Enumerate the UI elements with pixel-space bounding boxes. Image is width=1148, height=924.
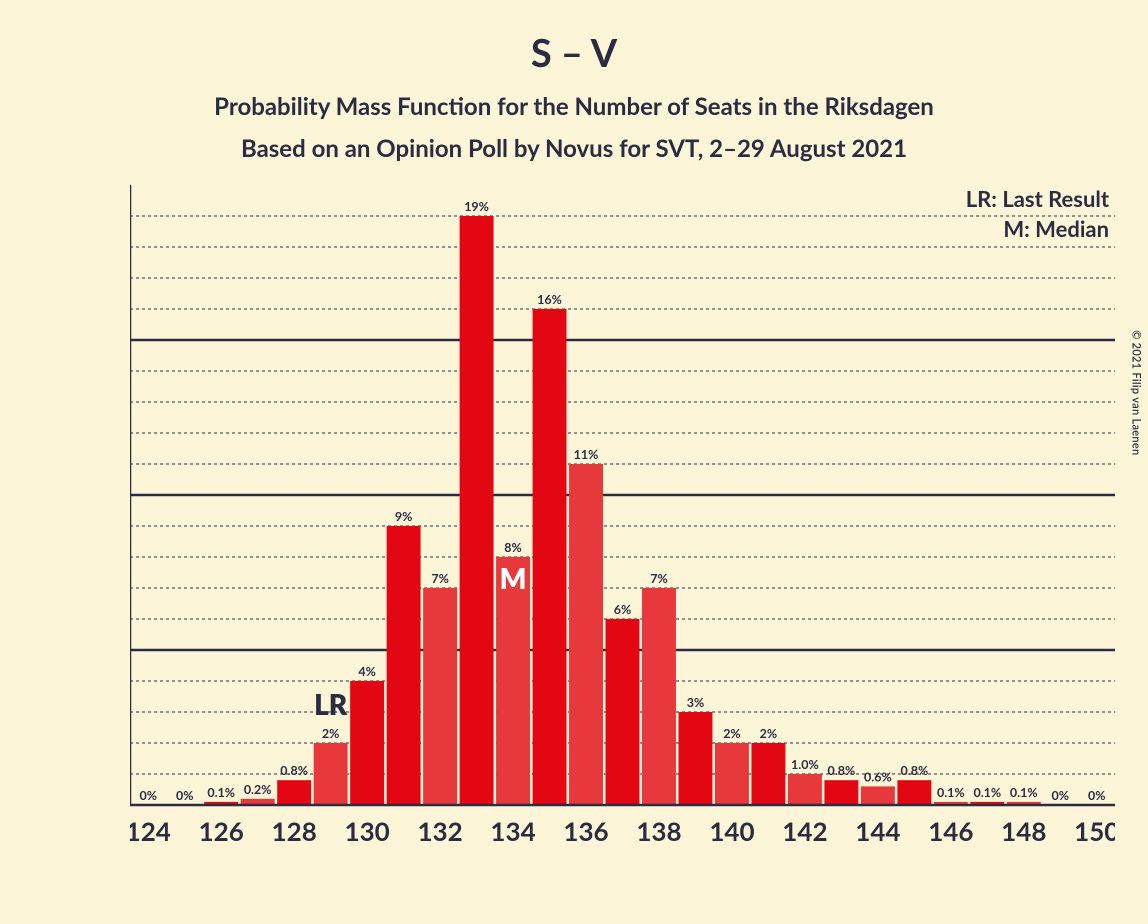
x-tick-label: 140 bbox=[709, 815, 754, 847]
bar-value-label: 0.6% bbox=[864, 769, 892, 784]
chart-subtitle-1: Probability Mass Function for the Number… bbox=[0, 92, 1148, 121]
bar-value-label: 0% bbox=[139, 788, 157, 803]
legend-m: M: Median bbox=[1003, 215, 1109, 242]
x-tick-label: 148 bbox=[1001, 815, 1046, 847]
bar-value-label: 3% bbox=[687, 695, 705, 710]
bar-value-label: 1.0% bbox=[791, 757, 819, 772]
bar-value-label: 0.8% bbox=[828, 763, 856, 778]
bar-value-label: 0.8% bbox=[280, 763, 308, 778]
bar-value-label: 2% bbox=[760, 726, 778, 741]
lr-annotation: LR bbox=[314, 687, 348, 721]
bar bbox=[715, 743, 749, 805]
bar bbox=[751, 743, 785, 805]
bar-value-label: 7% bbox=[650, 571, 668, 586]
bar-value-label: 0.1% bbox=[207, 785, 235, 800]
bar-value-label: 0.1% bbox=[937, 785, 965, 800]
bar-value-label: 2% bbox=[723, 726, 741, 741]
x-tick-label: 136 bbox=[563, 815, 608, 847]
chart-title: S – V bbox=[0, 30, 1148, 76]
legend-lr: LR: Last Result bbox=[966, 185, 1110, 212]
bar-value-label: 0.1% bbox=[1010, 785, 1038, 800]
bar-value-label: 0.2% bbox=[244, 782, 272, 797]
bar bbox=[678, 712, 712, 805]
x-tick-label: 128 bbox=[272, 815, 317, 847]
bar-value-label: 0.1% bbox=[973, 785, 1001, 800]
bar bbox=[642, 588, 676, 805]
bar-value-label: 6% bbox=[614, 602, 632, 617]
x-tick-label: 126 bbox=[199, 815, 244, 847]
bar bbox=[277, 780, 311, 805]
bar-value-label: 16% bbox=[537, 292, 562, 307]
bar bbox=[387, 526, 421, 805]
bar bbox=[423, 588, 457, 805]
bar bbox=[350, 681, 384, 805]
x-tick-label: 124 bbox=[130, 815, 171, 847]
x-tick-label: 130 bbox=[345, 815, 390, 847]
x-tick-label: 132 bbox=[417, 815, 462, 847]
x-tick-label: 138 bbox=[636, 815, 681, 847]
x-tick-label: 142 bbox=[782, 815, 827, 847]
bar bbox=[569, 464, 603, 805]
chart-subtitle-2: Based on an Opinion Poll by Novus for SV… bbox=[0, 134, 1148, 163]
bar-value-label: 2% bbox=[322, 726, 340, 741]
bar-value-label: 11% bbox=[574, 447, 599, 462]
bar bbox=[897, 780, 931, 805]
bar-value-label: 19% bbox=[464, 199, 489, 214]
bar bbox=[861, 786, 895, 805]
x-tick-label: 134 bbox=[490, 815, 535, 847]
bar bbox=[460, 216, 494, 805]
bar-value-label: 0% bbox=[176, 788, 194, 803]
bar-value-label: 0.8% bbox=[900, 763, 928, 778]
copyright-text: © 2021 Filip van Laenen bbox=[1129, 330, 1142, 455]
bar bbox=[533, 309, 567, 805]
bar-value-label: 8% bbox=[504, 540, 522, 555]
bar-value-label: 0% bbox=[1052, 788, 1070, 803]
pmf-bar-chart: 5%10%15%0%0%0.1%0.2%0.8%2%4%9%7%19%8%16%… bbox=[130, 185, 1115, 850]
x-tick-label: 144 bbox=[855, 815, 900, 847]
median-annotation: M bbox=[500, 561, 527, 595]
bar-value-label: 4% bbox=[358, 664, 376, 679]
x-tick-label: 150 bbox=[1074, 815, 1115, 847]
bar-value-label: 9% bbox=[395, 509, 413, 524]
bar bbox=[314, 743, 348, 805]
bar bbox=[824, 780, 858, 805]
bar bbox=[606, 619, 640, 805]
bar bbox=[788, 774, 822, 805]
bar-value-label: 7% bbox=[431, 571, 449, 586]
x-tick-label: 146 bbox=[928, 815, 973, 847]
bar-value-label: 0% bbox=[1088, 788, 1106, 803]
